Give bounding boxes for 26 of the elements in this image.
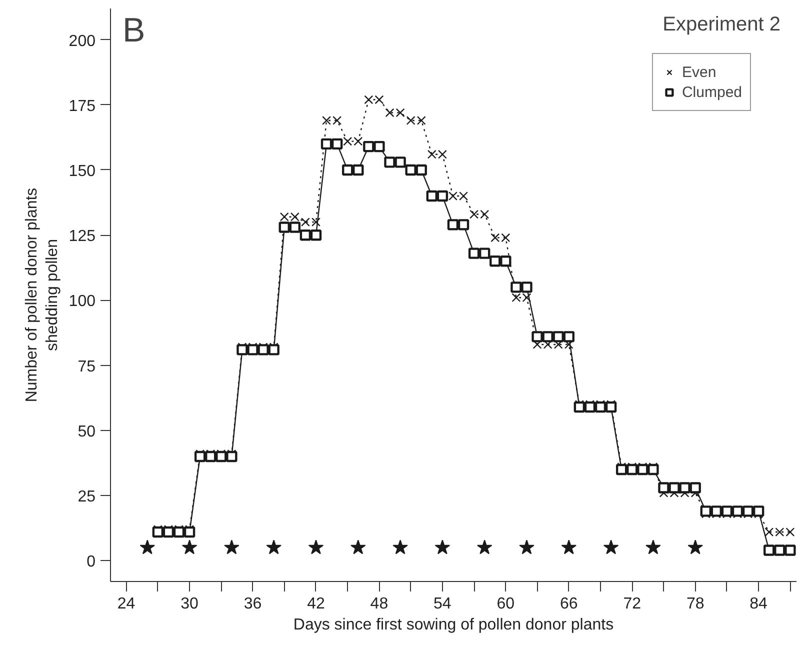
x-tick-label: 78 [686, 596, 704, 612]
x-tick-label: 60 [496, 596, 515, 612]
x-tick-label: 48 [370, 596, 388, 612]
y-axis-title: Number of pollen donor plants shedding pollen [23, 188, 61, 402]
y-tick-label: 25 [78, 488, 96, 506]
x-tick-label: 66 [560, 596, 578, 612]
x-tick-label: 54 [434, 596, 452, 612]
y-tick-label: 75 [78, 358, 96, 376]
legend-label: Even [682, 64, 716, 80]
x-tick-label: 42 [307, 596, 325, 612]
y-tick-label: 100 [68, 293, 96, 310]
y-tick-label: 125 [68, 228, 96, 246]
x-tick-label: 72 [623, 596, 642, 612]
x-tick-label: 24 [117, 596, 136, 612]
y-tick-label: 175 [68, 98, 96, 115]
y-tick-label: 200 [68, 32, 96, 50]
y-tick-label: 50 [78, 423, 96, 440]
annotation: Experiment 2 [662, 14, 781, 36]
x-axis-title: Days since first sowing of pollen donor plants [293, 616, 614, 634]
x-tick-label: 30 [180, 596, 199, 612]
x-tick-label: 36 [244, 596, 262, 612]
y-tick-label: 0 [86, 554, 96, 571]
legend-label: Clumped [682, 84, 742, 100]
annotation: B [122, 12, 146, 50]
x-tick-label: 84 [750, 596, 768, 612]
y-tick-label: 150 [68, 162, 96, 180]
